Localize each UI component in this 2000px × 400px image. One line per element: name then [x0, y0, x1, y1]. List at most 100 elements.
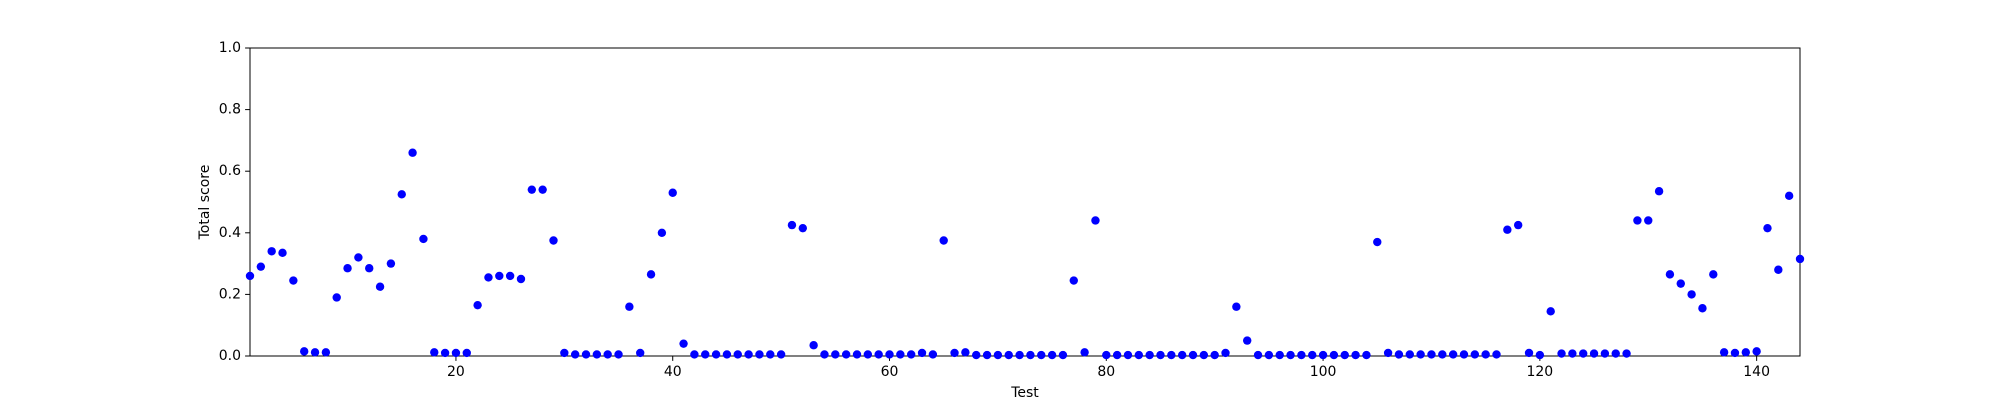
point — [787, 220, 797, 230]
point — [993, 350, 1003, 360]
point — [1264, 350, 1274, 360]
point — [906, 350, 916, 359]
point — [1102, 350, 1111, 360]
point — [495, 271, 504, 281]
point — [1123, 350, 1133, 360]
point — [570, 350, 580, 359]
point — [1752, 347, 1761, 356]
point — [1416, 350, 1425, 359]
point — [766, 350, 775, 359]
x-tick-label: 140 — [1743, 364, 1770, 380]
point — [473, 300, 482, 310]
point — [1405, 350, 1414, 359]
point — [798, 223, 807, 233]
point — [365, 264, 374, 273]
point — [1091, 216, 1100, 225]
point — [668, 188, 677, 197]
point — [1112, 350, 1122, 360]
point — [1795, 254, 1805, 264]
point — [1644, 216, 1653, 225]
point — [1611, 349, 1620, 358]
point — [1253, 350, 1263, 360]
point — [505, 271, 515, 281]
point — [581, 350, 591, 359]
point — [625, 302, 634, 311]
plot-frame — [249, 47, 1801, 357]
point — [440, 348, 450, 358]
point — [1719, 348, 1729, 357]
point — [1199, 350, 1209, 360]
point — [560, 348, 569, 358]
point — [1535, 350, 1545, 360]
point — [1633, 216, 1642, 225]
point — [343, 264, 352, 273]
point — [1741, 348, 1751, 357]
point — [820, 350, 829, 359]
point — [451, 348, 461, 358]
point — [462, 348, 471, 358]
point — [1145, 350, 1154, 360]
point — [1026, 350, 1035, 360]
x-tick-label: 120 — [1526, 364, 1553, 380]
point — [245, 271, 255, 281]
point — [527, 185, 537, 194]
point — [636, 348, 645, 358]
point — [1318, 350, 1328, 360]
point — [1058, 350, 1068, 360]
y-axis-label: Total score — [197, 165, 213, 241]
point — [278, 248, 287, 258]
point — [332, 293, 341, 302]
point — [755, 350, 764, 359]
y-tick-label: 0.6 — [219, 163, 241, 179]
point — [809, 341, 818, 350]
point — [1069, 276, 1078, 285]
point — [321, 348, 331, 357]
point — [831, 350, 840, 359]
point — [701, 350, 710, 359]
point — [397, 190, 406, 199]
point — [1080, 348, 1089, 357]
point — [1015, 350, 1024, 360]
point — [1568, 349, 1577, 358]
point — [516, 274, 526, 284]
point — [874, 350, 883, 359]
y-tick-label: 1.0 — [219, 40, 241, 56]
x-tick-label: 60 — [881, 364, 899, 380]
point — [646, 270, 656, 279]
point — [1177, 350, 1187, 360]
point — [1221, 348, 1230, 358]
point — [1698, 304, 1707, 313]
point — [430, 348, 439, 357]
point — [982, 350, 992, 360]
point — [1492, 350, 1501, 359]
point — [1167, 350, 1176, 360]
point — [538, 185, 547, 194]
x-tick-label: 80 — [1097, 364, 1115, 380]
point — [690, 350, 699, 359]
point — [1546, 307, 1555, 316]
point — [267, 247, 276, 256]
point — [852, 350, 862, 359]
point — [354, 253, 363, 262]
point — [1654, 187, 1664, 196]
point — [863, 350, 873, 359]
point — [657, 228, 667, 237]
x-tick-label: 100 — [1310, 364, 1337, 380]
point — [1784, 191, 1794, 201]
point — [1524, 348, 1534, 358]
point — [256, 262, 266, 271]
point — [1481, 350, 1490, 359]
point — [1557, 349, 1566, 358]
point — [896, 350, 905, 359]
point — [679, 339, 688, 348]
y-tick-label: 0.4 — [219, 225, 241, 241]
point — [1459, 350, 1469, 359]
point — [917, 348, 927, 358]
point — [408, 148, 417, 157]
point — [386, 259, 396, 268]
point — [1156, 350, 1165, 360]
point — [885, 350, 894, 359]
point — [722, 350, 732, 359]
point — [1513, 220, 1523, 230]
